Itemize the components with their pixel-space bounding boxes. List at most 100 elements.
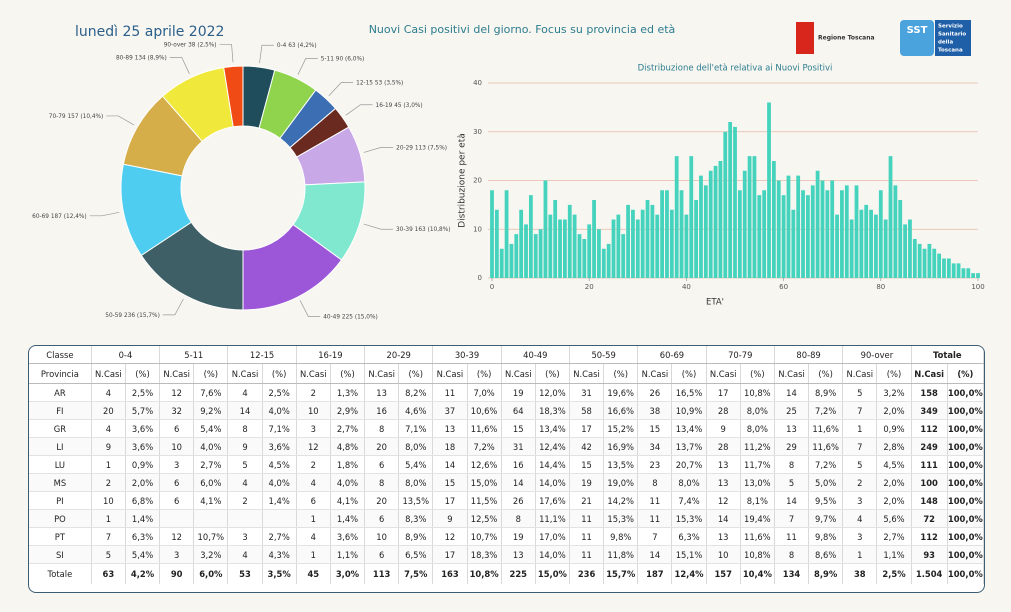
cell: 8,0% [398,473,434,492]
cell: 1,4% [330,509,366,528]
cell: 4,1% [330,491,366,510]
cell: 18,3% [467,545,502,564]
cell: 13,5% [603,455,639,474]
sub-header: (%) [467,363,502,384]
cell: 100,0% [947,491,984,510]
bar [771,161,776,278]
bar [786,175,791,278]
slice-value: 90 (6,0%) [336,56,364,62]
cell: 6 [159,491,195,510]
cell: 14 [706,509,741,528]
bar [533,234,538,278]
cell: 13,7% [671,437,707,456]
cell: 11 [569,527,605,546]
cell: 16,9% [603,437,639,456]
cell: 6,8% [125,491,161,510]
class-header: 16-19 [296,346,366,364]
cell: 4 [91,419,126,438]
class-header: 80-89 [774,346,844,364]
cell: 10,4% [740,563,775,584]
cell: 3,6% [330,527,366,546]
cell: 17 [432,545,468,564]
cell: 349 [911,401,948,420]
cell: 15,3% [603,509,639,528]
sub-header: N.Casi [706,363,741,384]
cell: 4,0% [262,473,297,492]
class-header: Totale [911,346,984,364]
cell: 37 [432,401,468,420]
cell: 7,1% [398,419,434,438]
slice-label: 16-19 45 (3,0%) [376,102,423,108]
leader-line [328,82,354,97]
class-header: 90-over [842,346,912,364]
bar [582,239,587,278]
slice-value: 134 (8,9%) [135,55,167,61]
cell: 53 [227,563,263,584]
cell: 15,0% [535,563,570,584]
cell: 28 [706,437,741,456]
cell: 113 [364,563,400,584]
cell: 10 [91,491,126,510]
cell: FI [29,401,92,420]
cell: 20 [364,491,400,510]
cell: 1 [842,545,878,564]
cell: 7 [842,437,878,456]
cell: 187 [637,563,673,584]
cell: 4 [227,383,263,402]
page-title: Nuovi Casi positivi del giorno. Focus su… [369,23,676,36]
bar [883,219,888,278]
bar [893,185,898,278]
cell: 17,6% [535,491,570,510]
cell: 10 [159,437,195,456]
bar [699,175,703,278]
cell: 5,4% [125,545,161,564]
cell: 8,9% [808,383,844,402]
cell: 8,0% [398,437,434,456]
total-row: Totale 63 4,2% 90 6,0% 53 3,5% 45 3,0% 113 7,5% 163… [29,563,984,584]
cell: 21 [569,491,605,510]
bar [514,234,519,278]
cell: 10,6% [467,401,502,420]
cell: 100,0% [947,545,984,564]
cell: 3 [296,419,331,438]
cell: 14 [227,401,263,420]
leader-line [219,44,234,63]
slice-label: 5-11 90 (6,0%) [321,56,364,62]
y-tick-label: 10 [473,225,482,233]
slice-category: 90-over [164,42,187,48]
bar [840,190,844,278]
cell: 6,3% [671,527,707,546]
bar [611,219,616,278]
cell: 2,5% [262,383,297,402]
y-tick-label: 30 [473,128,482,136]
bar [903,224,907,278]
leader-line [162,298,184,316]
cell: 17,0% [535,527,570,546]
bar [898,200,903,278]
cell: 5 [842,455,878,474]
slice-value: 236 (15,7%) [124,312,160,318]
cell: 100,0% [947,527,984,546]
bar [548,214,553,278]
cell: 3 [842,491,878,510]
cell: 4,8% [330,437,366,456]
sub-header: N.Casi [91,363,126,384]
cell: 3 [159,455,195,474]
header-row: Classe 0-4 5-11 12-15 16-19 20-29 30-39 40-49 50… [29,346,984,364]
bar [971,273,976,278]
bar [859,209,864,278]
cell: 11 [432,383,468,402]
slice-category: 80-89 [116,55,133,61]
cell: 15,0% [467,473,502,492]
cell: 29 [774,437,810,456]
cell: 3,6% [125,419,161,438]
cell: 15,1% [671,545,707,564]
bar [499,248,504,278]
slice-category: 16-19 [376,102,393,108]
bar [528,195,533,278]
cell: 3 [227,527,263,546]
cell: 19 [501,383,536,402]
cell: 8,6% [808,545,844,564]
cell: 2 [91,473,126,492]
cell: 8,0% [740,401,775,420]
